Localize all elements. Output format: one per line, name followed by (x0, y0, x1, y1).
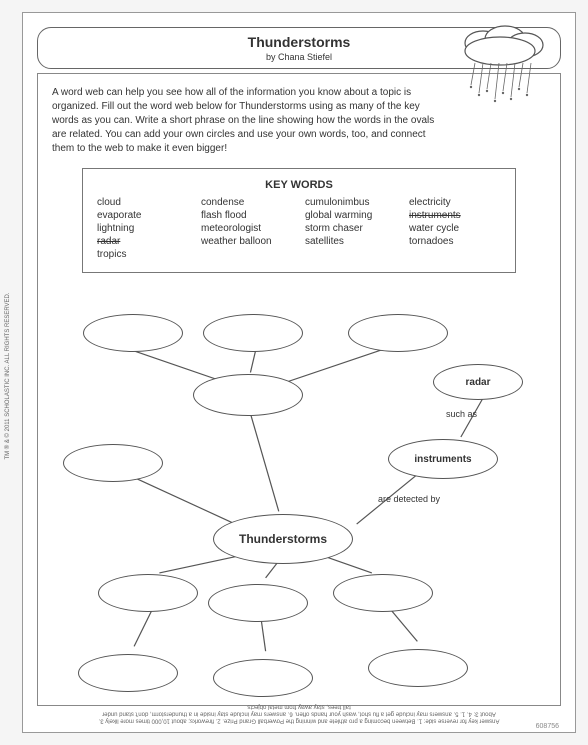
content-frame: A word web can help you see how all of t… (37, 73, 561, 706)
thundercloud-icon (445, 21, 555, 111)
keyword-item: tornadoes (409, 236, 501, 247)
keyword-item: tropics (97, 249, 189, 260)
keyword-item: global warming (305, 210, 397, 221)
keywords-box: KEY WORDS cloud condense cumulonimbus elect… (82, 168, 516, 273)
connector-label: are detected by (378, 494, 440, 504)
web-oval[interactable] (78, 654, 178, 692)
copyright-text: TM ® & © 2011 SCHOLASTIC INC. ALL RIGHTS… (5, 292, 11, 459)
web-oval[interactable] (208, 584, 308, 622)
keyword-item: water cycle (409, 223, 501, 234)
keyword-item: flash flood (201, 210, 293, 221)
worksheet-page: Thunderstorms by Chana Stiefel (22, 12, 576, 733)
keywords-title: KEY WORDS (97, 179, 501, 191)
web-oval[interactable] (63, 444, 163, 482)
keyword-item: electricity (409, 197, 501, 208)
web-oval[interactable] (213, 659, 313, 697)
keyword-item: satellites (305, 236, 397, 247)
word-web-diagram: Thunderstorms radar instruments such as are… (38, 304, 560, 705)
center-oval: Thunderstorms (213, 514, 353, 564)
keyword-item: weather balloon (201, 236, 293, 247)
web-oval[interactable] (348, 314, 448, 352)
web-oval[interactable] (203, 314, 303, 352)
keyword-item: condense (201, 197, 293, 208)
web-oval[interactable] (333, 574, 433, 612)
connector-label: such as (446, 409, 477, 419)
web-oval[interactable] (368, 649, 468, 687)
web-oval[interactable]: instruments (388, 439, 498, 479)
keyword-item: evaporate (97, 210, 189, 221)
keyword-item: cloud (97, 197, 189, 208)
page-number: 608756 (536, 723, 559, 730)
web-oval[interactable] (193, 374, 303, 416)
keyword-item: storm chaser (305, 223, 397, 234)
web-oval[interactable] (98, 574, 198, 612)
web-oval[interactable]: radar (433, 364, 523, 400)
keywords-grid: cloud condense cumulonimbus electricity evap… (97, 197, 501, 260)
keyword-item: cumulonimbus (305, 197, 397, 208)
web-oval[interactable] (83, 314, 183, 352)
keyword-item: radar (97, 236, 189, 247)
answer-key-footer: Answer key for reverse side: 1. Between … (37, 702, 561, 724)
keyword-item: lightning (97, 223, 189, 234)
keyword-item: meteorologist (201, 223, 293, 234)
keyword-item: instruments (409, 210, 501, 221)
